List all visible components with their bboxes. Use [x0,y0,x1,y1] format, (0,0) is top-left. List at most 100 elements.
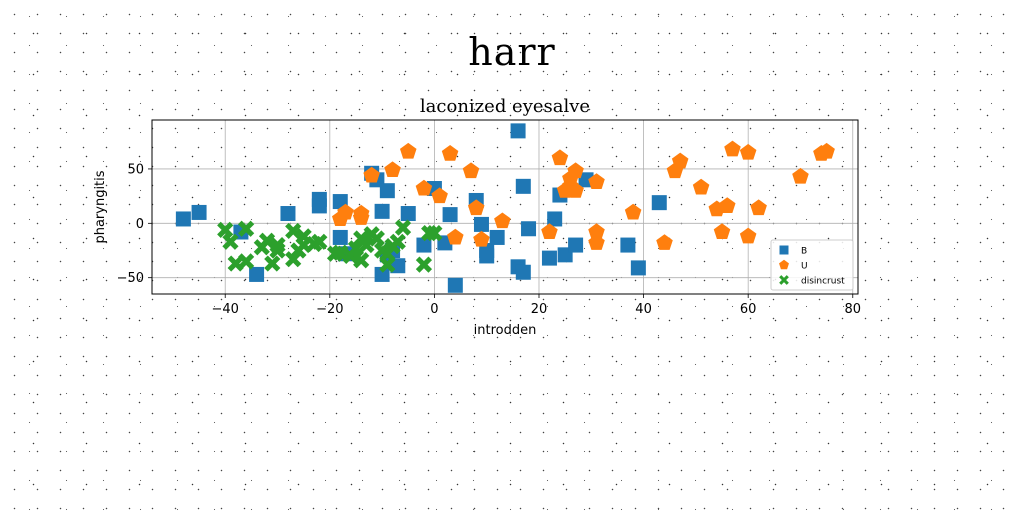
point-U [541,223,558,240]
point-B [541,250,557,266]
point-disincrust [238,253,255,270]
point-disincrust [358,236,375,254]
point-B [400,206,416,222]
point-U [588,223,605,240]
point-B [568,237,584,253]
point-U [431,187,448,204]
point-B [374,266,390,282]
point-B [473,216,489,232]
point-B [651,195,667,211]
point-U [671,152,689,169]
point-B [332,229,348,245]
point-U [352,204,370,221]
point-U [447,228,464,245]
point-B [311,198,327,214]
point-U [750,199,767,216]
point-B [620,237,636,253]
legend-marker-B [779,245,789,255]
legend-label: B [801,247,807,257]
point-U [792,167,809,184]
point-B [447,277,463,293]
grid-lines [152,120,858,294]
chart-title: laconized eyesalve [420,96,590,117]
point-disincrust [415,256,433,273]
x-tick-label: −40 [211,302,238,317]
x-axis-label: introdden [474,323,537,338]
point-disincrust [353,252,370,269]
x-tick-label: 0 [430,302,438,317]
legend-marker-U [779,259,789,270]
point-B [191,204,207,220]
point-disincrust [311,233,328,250]
point-U [384,161,401,178]
point-U [724,140,741,157]
point-B [630,260,646,276]
point-disincrust [222,233,239,250]
axis-ticks: −40 −20 0 20 40 60 80 −50 0 50 [117,162,861,317]
point-U [739,227,757,244]
point-U [441,145,459,161]
point-U [337,203,354,220]
point-U [567,181,584,198]
point-disincrust [285,222,302,240]
point-U [624,203,642,220]
point-B [249,266,265,282]
point-U [818,142,835,159]
point-disincrust [332,244,349,261]
point-B [379,183,395,199]
data-points [175,123,835,293]
point-U [656,234,673,250]
point-disincrust [368,230,385,247]
point-B [515,178,531,194]
y-tick-label: −50 [117,271,144,286]
point-U [462,162,480,179]
point-disincrust [426,224,443,242]
point-disincrust [217,221,234,238]
point-U [467,199,485,216]
point-B [374,203,390,219]
point-B [547,211,563,227]
point-U [415,179,433,196]
point-B [280,206,296,222]
legend-label: disincrust [801,277,845,287]
point-disincrust [238,220,255,237]
point-U [588,173,605,190]
legend-marker-disincrust [779,275,789,285]
point-U [567,162,584,179]
point-U [739,143,757,160]
x-tick-label: 80 [844,302,861,317]
point-U [363,166,380,183]
point-U [399,142,417,159]
y-axis-label: pharyngitis [93,170,108,243]
legend-label: U [801,262,808,272]
x-tick-label: 60 [740,302,757,317]
point-disincrust [379,256,396,273]
point-U [692,178,710,195]
y-tick-label: 0 [136,217,144,232]
point-B [521,221,537,237]
point-disincrust [347,240,365,257]
point-B [442,207,458,223]
point-disincrust [227,255,244,272]
point-B [489,229,505,245]
point-disincrust [285,251,302,268]
figure-suptitle: harr [468,30,556,74]
point-B [510,123,526,139]
point-B [175,211,191,227]
point-U [718,197,736,213]
point-U [551,149,569,166]
y-tick-label: 50 [127,162,144,177]
legend-box [770,239,854,291]
point-U [473,230,490,247]
point-B [515,264,531,280]
x-tick-label: 40 [635,302,652,317]
point-disincrust [394,219,412,236]
point-B [416,237,432,253]
point-B [479,248,495,264]
plot-frame [151,119,859,295]
point-U [713,223,731,240]
point-U [494,212,511,229]
x-tick-label: 20 [531,302,548,317]
